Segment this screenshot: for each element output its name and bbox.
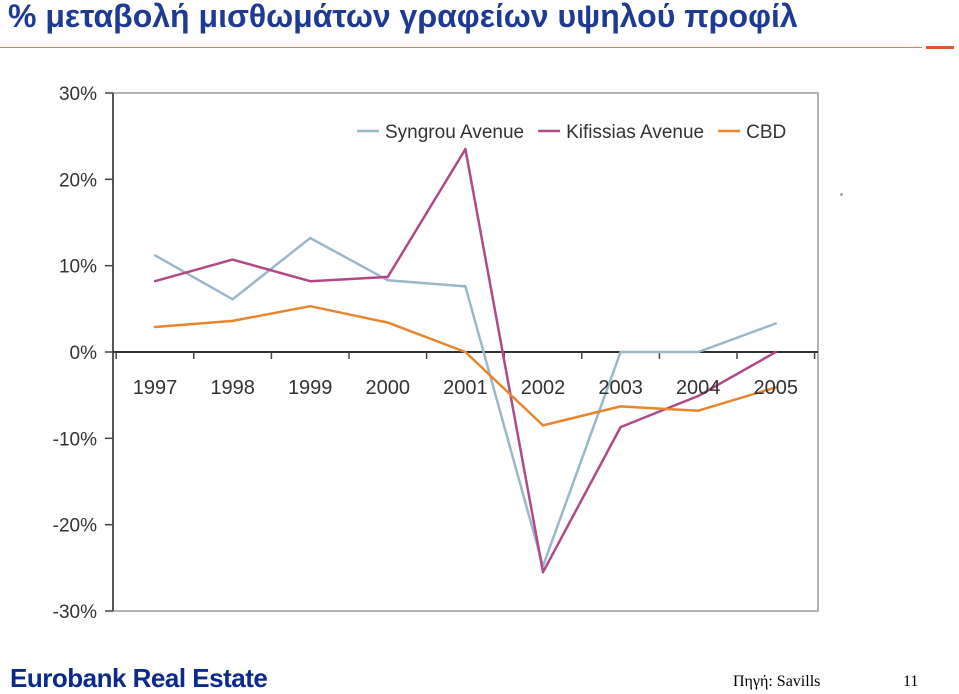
x-tick-marks	[115, 352, 816, 359]
data-point-syngrou-avenue	[386, 279, 389, 282]
data-point-syngrou-avenue	[153, 254, 157, 257]
legend-label-kifissias-avenue: Kifissias Avenue	[566, 122, 704, 143]
x-tick-label: 2001	[443, 377, 488, 399]
y-tick-label: 0%	[70, 343, 98, 364]
title-divider	[0, 47, 922, 48]
data-point-kifissias-avenue	[619, 425, 622, 429]
y-tick-label: -30%	[53, 602, 97, 623]
title-accent-bar	[926, 46, 954, 49]
y-tick-label: 20%	[59, 170, 97, 191]
x-tick-label: 2004	[676, 377, 721, 399]
page-number: 11	[903, 673, 919, 690]
legend-label-syngrou-avenue: Syngrou Avenue	[385, 122, 524, 143]
brand-logo-text: Eurobank Real Estate	[10, 663, 268, 693]
x-tick-label: 2005	[754, 377, 799, 399]
data-point-cbd	[619, 405, 622, 408]
slide-title: % μεταβολή μισθωμάτων γραφείων υψηλού πρ…	[8, 0, 798, 34]
data-point-cbd	[231, 319, 234, 323]
data-point-cbd	[309, 305, 312, 308]
y-tick-label: -20%	[53, 516, 97, 537]
data-point-kifissias-avenue	[774, 350, 777, 354]
x-tick-label: 1997	[133, 377, 178, 399]
data-point-syngrou-avenue	[619, 350, 622, 354]
series-line-kifissias-avenue	[154, 147, 777, 574]
series-lines	[153, 147, 777, 574]
y-tick-label: 30%	[59, 84, 97, 105]
x-tick-label: 1998	[210, 377, 255, 399]
data-point-cbd	[774, 386, 777, 389]
y-tick-label: -10%	[53, 429, 97, 450]
x-tick-labels: 1997 1998 1999 2000 2001 2002 2003 2004 2005	[133, 377, 798, 399]
data-point-syngrou-avenue	[697, 350, 700, 354]
x-tick-label: 1999	[288, 377, 333, 399]
x-tick-label: 2002	[521, 377, 566, 399]
data-point-syngrou-avenue	[231, 298, 234, 301]
data-point-cbd	[697, 409, 700, 412]
chart-legend: Syngrou Avenue Kifissias Avenue CBD	[357, 122, 786, 143]
data-point-cbd	[386, 321, 389, 324]
data-point-syngrou-avenue	[309, 236, 312, 240]
data-point-kifissias-avenue	[386, 275, 389, 279]
y-tick-label: 10%	[59, 257, 97, 278]
y-tick-labels: 30% 20% 10% 0% -10% -20% -30%	[53, 84, 97, 623]
source-note: Πηγή: Savills	[733, 673, 821, 690]
data-point-cbd	[541, 424, 545, 427]
stray-dot	[840, 193, 843, 196]
data-point-cbd	[153, 325, 157, 329]
x-tick-label: 2003	[598, 377, 643, 399]
data-point-kifissias-avenue	[153, 280, 157, 283]
data-point-kifissias-avenue	[697, 394, 700, 398]
data-point-syngrou-avenue	[774, 322, 777, 325]
data-point-kifissias-avenue	[231, 258, 234, 261]
series-line-cbd	[154, 304, 777, 427]
data-point-kifissias-avenue	[464, 147, 467, 151]
data-point-kifissias-avenue	[309, 280, 312, 283]
data-point-cbd	[464, 350, 467, 354]
y-tick-marks	[105, 92, 113, 612]
legend-label-cbd: CBD	[746, 122, 786, 143]
data-point-syngrou-avenue	[464, 285, 467, 288]
x-tick-label: 2000	[366, 377, 411, 399]
data-point-kifissias-avenue	[541, 570, 545, 574]
